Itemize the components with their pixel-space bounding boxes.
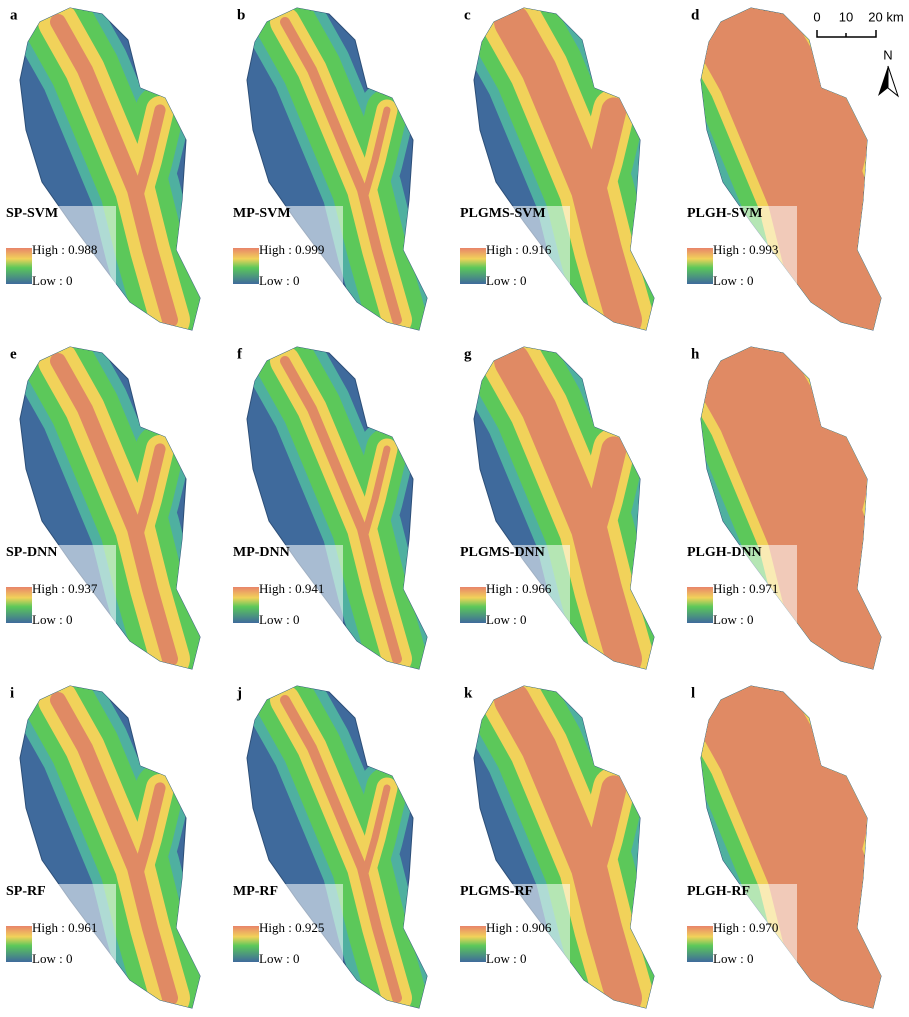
panel-title: PLGH-RF [687, 884, 750, 899]
north-label: N [883, 47, 892, 62]
scale-bar: 0 10 20 km [813, 9, 903, 37]
figure: 0 10 20 km N aSP-SVMHigh : 0.988Low : 0b… [0, 0, 909, 1017]
arrow-right [888, 66, 898, 96]
arrow-left [878, 66, 888, 96]
legend-ramp [460, 248, 486, 284]
panel-title: MP-DNN [233, 545, 290, 560]
panel-letter: l [691, 685, 695, 701]
legend-high: High : 0.925 [259, 920, 324, 935]
panel: a SP-SVM High : 0.988 Low : 0 [4, 7, 200, 330]
scale-label: 20 km [868, 9, 903, 24]
legend-low: Low : 0 [32, 951, 72, 966]
legend-ramp [687, 587, 713, 623]
legend-high: High : 0.993 [713, 242, 778, 257]
legend-ramp [460, 587, 486, 623]
panel: h PLGH-DNN High : 0.971 Low : 0 [685, 346, 881, 669]
legend-high: High : 0.941 [259, 581, 324, 596]
map-band [819, 449, 841, 534]
panel-letter: f [237, 346, 243, 362]
legend-high: High : 0.988 [32, 242, 97, 257]
legend-ramp [233, 248, 259, 284]
legend-ramp [460, 926, 486, 962]
legend-high: High : 0.999 [259, 242, 324, 257]
panel-title: PLGMS-DNN [460, 545, 545, 560]
panel-letter: b [237, 7, 245, 23]
scale-label: 0 [813, 9, 820, 24]
legend-ramp [233, 587, 259, 623]
legend-low: Low : 0 [259, 273, 299, 288]
panel-letter: k [464, 685, 473, 701]
legend-high: High : 0.937 [32, 581, 98, 596]
panel-title: SP-DNN [6, 545, 57, 560]
panel-title: PLGH-SVM [687, 206, 762, 221]
legend-high: High : 0.916 [486, 242, 552, 257]
legend-ramp [687, 248, 713, 284]
panel-title: SP-SVM [6, 206, 58, 221]
panel-letter: i [10, 685, 14, 701]
panel-letter: g [464, 346, 472, 362]
panel-title: PLGH-DNN [687, 545, 762, 560]
panel-letter: a [10, 7, 18, 23]
panel-letter: d [691, 7, 700, 23]
scale-label: 10 [839, 9, 853, 24]
panel-title: PLGMS-RF [460, 884, 533, 899]
legend-low: Low : 0 [713, 273, 753, 288]
legend-high: High : 0.966 [486, 581, 552, 596]
legend-ramp [6, 587, 32, 623]
panel-letter: e [10, 346, 17, 362]
panel: k PLGMS-RF High : 0.906 Low : 0 [458, 685, 654, 1008]
legend-low: Low : 0 [32, 612, 72, 627]
scale-line [817, 30, 876, 37]
legend-low: Low : 0 [713, 951, 753, 966]
legend-ramp [6, 926, 32, 962]
panel: d PLGH-SVM High : 0.993 Low : 0 [685, 7, 881, 330]
panel-letter: c [464, 7, 471, 23]
panel: f MP-DNN High : 0.941 Low : 0 [231, 346, 427, 669]
panel: g PLGMS-DNN High : 0.966 Low : 0 [458, 346, 654, 669]
panel-title: MP-SVM [233, 206, 291, 221]
legend-low: Low : 0 [32, 273, 72, 288]
panel: b MP-SVM High : 0.999 Low : 0 [231, 7, 427, 330]
legend-ramp [687, 926, 713, 962]
legend-low: Low : 0 [259, 612, 299, 627]
legend-low: Low : 0 [713, 612, 753, 627]
panel: c PLGMS-SVM High : 0.916 Low : 0 [458, 7, 654, 330]
legend-high: High : 0.961 [32, 920, 97, 935]
legend-high: High : 0.970 [713, 920, 778, 935]
legend-ramp [233, 926, 259, 962]
map-band [819, 788, 841, 873]
map-band [819, 110, 841, 195]
panel-title: SP-RF [6, 884, 46, 899]
panel-letter: h [691, 346, 700, 362]
panel-letter: j [236, 685, 242, 701]
legend-low: Low : 0 [486, 612, 526, 627]
panel-title: PLGMS-SVM [460, 206, 546, 221]
panel: j MP-RF High : 0.925 Low : 0 [231, 685, 427, 1008]
panel: l PLGH-RF High : 0.970 Low : 0 [685, 685, 881, 1008]
legend-high: High : 0.906 [486, 920, 552, 935]
legend-low: Low : 0 [486, 951, 526, 966]
panel: e SP-DNN High : 0.937 Low : 0 [4, 346, 200, 669]
panel: i SP-RF High : 0.961 Low : 0 [4, 685, 200, 1008]
north-arrow: N [878, 47, 898, 96]
legend-ramp [6, 248, 32, 284]
legend-low: Low : 0 [259, 951, 299, 966]
legend-low: Low : 0 [486, 273, 526, 288]
panel-title: MP-RF [233, 884, 278, 899]
legend-high: High : 0.971 [713, 581, 778, 596]
